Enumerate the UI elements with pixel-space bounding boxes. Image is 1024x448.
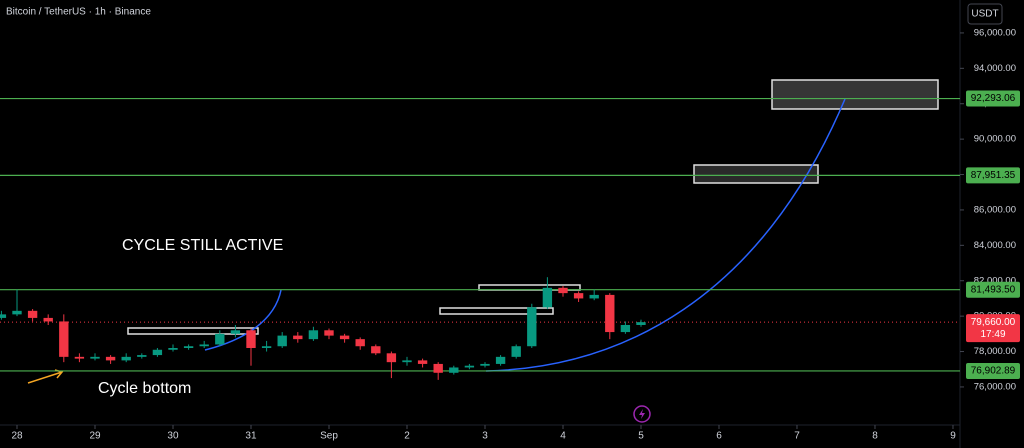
y-tick-label: 84,000.00 bbox=[974, 240, 1016, 251]
x-tick-label: 29 bbox=[89, 431, 101, 442]
candle-body bbox=[371, 346, 381, 354]
x-tick-label: Sep bbox=[320, 431, 338, 442]
candle-body bbox=[542, 287, 553, 308]
y-tick-label: 82,000.00 bbox=[974, 275, 1016, 286]
x-tick-label: 7 bbox=[794, 431, 800, 442]
candle-body bbox=[137, 355, 147, 357]
candle-body bbox=[0, 314, 7, 318]
candle-body bbox=[573, 293, 584, 299]
annotation: CYCLE STILL ACTIVE bbox=[122, 237, 283, 254]
candle-body bbox=[43, 317, 53, 322]
candle-body bbox=[480, 363, 490, 366]
target-box bbox=[693, 164, 819, 184]
candle-body bbox=[90, 356, 100, 359]
candle-body bbox=[495, 356, 506, 364]
event-icon[interactable] bbox=[633, 405, 651, 423]
candle-body bbox=[199, 344, 209, 347]
candle-body bbox=[636, 322, 646, 325]
last-price-box bbox=[966, 314, 1020, 343]
candle-body bbox=[246, 330, 256, 349]
candle-body bbox=[558, 287, 568, 294]
candle-body bbox=[620, 324, 631, 333]
candle-body bbox=[183, 346, 194, 349]
annotation: Cycle bottom bbox=[98, 380, 191, 397]
y-tick-label: 76,000.00 bbox=[974, 381, 1016, 392]
target-box bbox=[771, 79, 939, 110]
y-tick-label: 94,000.00 bbox=[974, 63, 1016, 74]
range-box bbox=[127, 327, 259, 335]
candle-body bbox=[74, 356, 85, 359]
candle-body bbox=[12, 310, 22, 315]
y-tick-label: 96,000.00 bbox=[974, 27, 1016, 38]
x-tick-label: 4 bbox=[560, 431, 566, 442]
candle-body bbox=[152, 349, 163, 356]
y-tick-label: 90,000.00 bbox=[974, 134, 1016, 145]
x-tick-label: 6 bbox=[716, 431, 722, 442]
candle-body bbox=[105, 356, 116, 361]
level-label-box bbox=[966, 90, 1020, 107]
candle-body bbox=[308, 330, 319, 340]
candle-body bbox=[277, 335, 287, 347]
candle-body bbox=[261, 346, 272, 349]
level-label: 87,951.35 bbox=[971, 170, 1016, 181]
candle-body bbox=[386, 353, 397, 363]
cycle-curve bbox=[485, 98, 846, 372]
chart-title: Bitcoin / TetherUS · 1h · Binance bbox=[6, 7, 151, 18]
level-label-box bbox=[966, 281, 1020, 298]
drawings bbox=[27, 79, 939, 423]
candle-body bbox=[355, 339, 365, 347]
event-icon-bolt bbox=[639, 409, 645, 419]
candle-body bbox=[121, 356, 131, 361]
candle-body bbox=[511, 346, 521, 357]
level-label-box bbox=[966, 167, 1020, 184]
candle-body bbox=[527, 307, 537, 347]
currency-button[interactable] bbox=[967, 3, 1003, 25]
level-label: 92,293.06 bbox=[971, 93, 1016, 104]
candle-body bbox=[168, 348, 178, 350]
candle-body bbox=[402, 360, 412, 363]
x-tick-label: 30 bbox=[167, 431, 179, 442]
candle-body bbox=[605, 294, 615, 333]
candle-body bbox=[589, 294, 599, 299]
y-tick-label: 86,000.00 bbox=[974, 204, 1016, 215]
x-tick-label: 28 bbox=[11, 431, 23, 442]
y-tick-label: 78,000.00 bbox=[974, 346, 1016, 357]
level-label: 81,493.50 bbox=[971, 284, 1016, 295]
cycle-curve bbox=[204, 289, 282, 351]
level-label-box bbox=[966, 362, 1020, 379]
candle-body bbox=[59, 321, 69, 357]
candle-body bbox=[27, 310, 38, 318]
candle-body bbox=[230, 330, 241, 334]
x-tick-label: 3 bbox=[482, 431, 488, 442]
candle-body bbox=[215, 333, 225, 345]
candle-body bbox=[449, 367, 459, 373]
range-box bbox=[439, 307, 554, 315]
countdown-label: 17:49 bbox=[980, 329, 1005, 340]
candle-body bbox=[417, 360, 428, 364]
candle-body bbox=[464, 365, 475, 368]
x-tick-label: 5 bbox=[638, 431, 644, 442]
currency-label[interactable]: USDT bbox=[971, 9, 998, 20]
x-tick-label: 31 bbox=[245, 431, 257, 442]
x-tick-label: 2 bbox=[404, 431, 410, 442]
candle-body bbox=[293, 335, 303, 340]
level-label: 76,902.89 bbox=[971, 366, 1016, 377]
last-price-label: 79,660.00 bbox=[971, 317, 1016, 328]
candle-body bbox=[433, 363, 443, 373]
candle-body bbox=[339, 335, 350, 340]
x-tick-label: 8 bbox=[872, 431, 878, 442]
candle-body bbox=[324, 330, 334, 336]
x-tick-label: 9 bbox=[950, 431, 956, 442]
